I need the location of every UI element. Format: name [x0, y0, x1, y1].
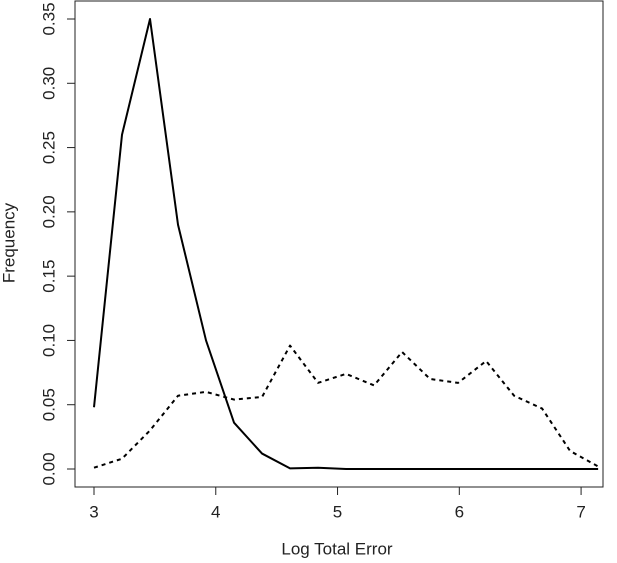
- y-tick-label: 0.10: [39, 324, 58, 357]
- y-tick-label: 0.30: [39, 67, 58, 100]
- plot-frame: [74, 0, 604, 488]
- x-axis-label: Log Total Error: [281, 539, 393, 558]
- x-tick-label: 3: [89, 502, 98, 521]
- y-tick-label: 0.05: [39, 388, 58, 421]
- x-tick-label: 4: [211, 502, 220, 521]
- y-tick-label: 0.25: [39, 131, 58, 164]
- series-line: [93, 18, 599, 470]
- x-tick-label: 7: [576, 502, 585, 521]
- y-axis-label: Frequency: [0, 202, 18, 283]
- series-line: [93, 344, 599, 469]
- y-tick-label: 0.00: [39, 452, 58, 485]
- y-tick-label: 0.35: [39, 2, 58, 35]
- x-tick-label: 5: [333, 502, 342, 521]
- y-tick-label: 0.20: [39, 195, 58, 228]
- x-tick-label: 6: [455, 502, 464, 521]
- y-tick-label: 0.15: [39, 260, 58, 293]
